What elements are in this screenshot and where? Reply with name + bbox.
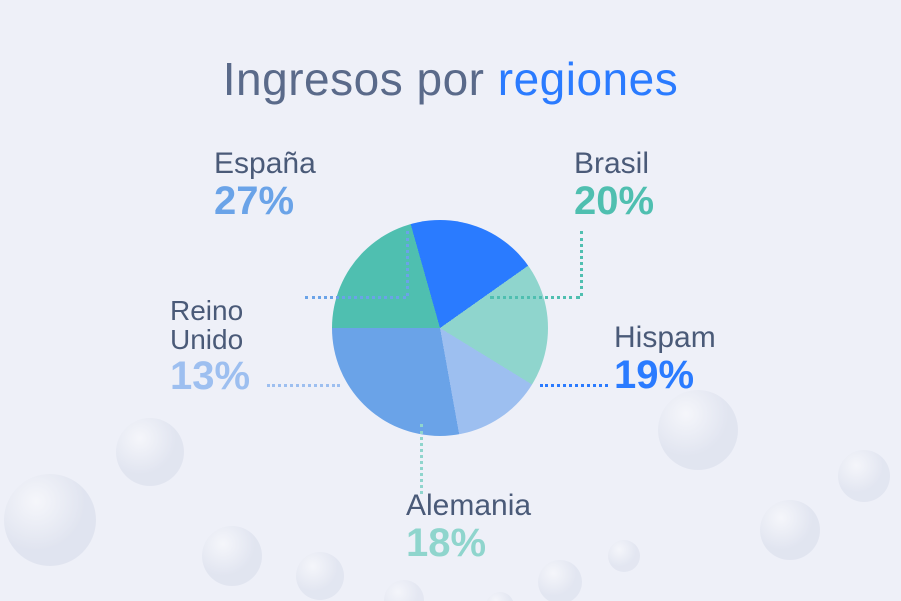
bubble-decorative (202, 526, 262, 586)
callout-pct: 18% (406, 522, 531, 564)
pie-chart (332, 220, 548, 436)
bubble-decorative (658, 390, 738, 470)
title-part-2: regiones (498, 53, 678, 105)
callout-alemania: Alemania 18% (406, 490, 531, 564)
callout-pct: 13% (170, 355, 280, 397)
leader-segment (540, 384, 608, 387)
callout-reino-unido: Reino Unido 13% (170, 296, 280, 397)
bubble-decorative (760, 500, 820, 560)
callout-label: Brasil (574, 148, 654, 180)
bubble-decorative (838, 450, 890, 502)
callout-brasil: Brasil 20% (574, 148, 654, 222)
callout-pct: 20% (574, 180, 654, 222)
bubble-decorative (486, 592, 514, 601)
callout-label: Hispam (614, 322, 716, 354)
callout-hispam: Hispam 19% (614, 322, 716, 396)
bubble-decorative (4, 474, 96, 566)
callout-label: España (214, 148, 316, 180)
callout-label: Reino Unido (170, 296, 280, 355)
callout-espana: España 27% (214, 148, 316, 222)
callout-pct: 27% (214, 180, 316, 222)
callout-pct: 19% (614, 354, 716, 396)
title-part-1: Ingresos por (223, 53, 498, 105)
infographic-canvas: Ingresos por regiones España 27% Brasil … (0, 0, 901, 601)
bubble-decorative (296, 552, 344, 600)
leader-segment (580, 231, 583, 296)
bubble-decorative (538, 560, 582, 601)
callout-label: Alemania (406, 490, 531, 522)
pie-chart-disc (332, 220, 548, 436)
bubble-decorative (608, 540, 640, 572)
chart-title: Ingresos por regiones (0, 52, 901, 106)
bubble-decorative (116, 418, 184, 486)
bubble-decorative (384, 580, 424, 601)
